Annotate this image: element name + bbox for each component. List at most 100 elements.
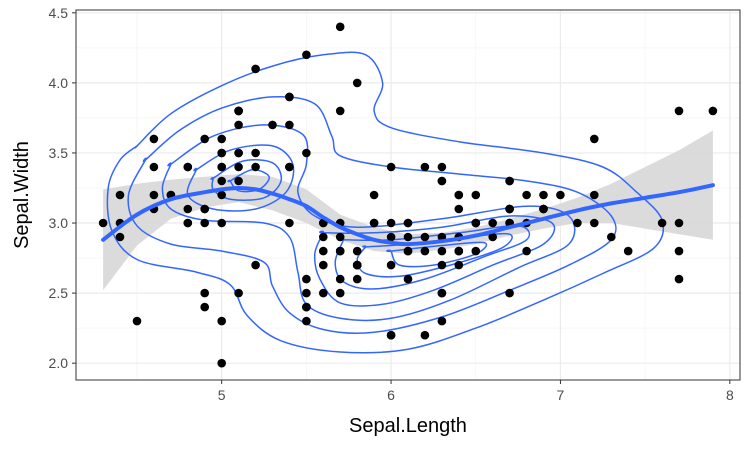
data-point <box>183 204 193 214</box>
x-tick-label: 7 <box>557 387 565 403</box>
data-point <box>403 274 413 284</box>
data-point <box>352 246 362 256</box>
data-points <box>98 22 718 368</box>
data-point <box>115 190 125 200</box>
density-contour <box>186 144 295 212</box>
data-point <box>217 162 226 172</box>
data-point <box>607 232 616 242</box>
data-point <box>319 246 328 256</box>
data-point <box>234 106 243 116</box>
data-point <box>471 246 481 256</box>
data-point <box>420 162 430 172</box>
data-point <box>335 246 345 256</box>
data-point <box>539 204 548 214</box>
smooth-line <box>101 183 715 247</box>
data-point <box>471 190 481 200</box>
x-tick-label: 8 <box>726 387 734 403</box>
data-point <box>234 288 243 298</box>
data-point <box>285 218 294 228</box>
y-axis-ticks: 2.0 2.5 3.0 3.5 4.0 4.5 <box>49 5 76 371</box>
data-point <box>522 190 531 200</box>
data-point <box>217 190 226 200</box>
data-point <box>386 162 396 172</box>
data-point <box>420 330 430 340</box>
data-point <box>505 204 514 214</box>
data-point <box>437 288 447 298</box>
data-point <box>234 120 243 130</box>
x-tick-label: 5 <box>218 387 226 403</box>
data-point <box>369 218 379 228</box>
data-point <box>335 106 345 116</box>
data-point <box>369 190 379 200</box>
data-point <box>420 246 430 256</box>
data-point <box>420 232 430 242</box>
density-contour <box>106 51 665 354</box>
y-tick-label: 4.0 <box>49 75 69 91</box>
data-point <box>403 246 413 256</box>
data-point <box>285 162 294 172</box>
data-point <box>183 162 193 172</box>
data-point <box>674 106 684 116</box>
data-point <box>115 232 125 242</box>
data-point <box>200 218 209 228</box>
data-point <box>217 358 226 368</box>
data-point <box>437 162 447 172</box>
data-point <box>590 190 599 200</box>
data-point <box>319 232 328 242</box>
data-point <box>674 218 684 228</box>
data-point <box>352 274 362 284</box>
data-point <box>302 288 311 298</box>
density-contour <box>313 215 556 307</box>
data-point <box>319 288 328 298</box>
data-point <box>98 218 108 228</box>
data-point <box>149 162 159 172</box>
data-point <box>454 260 464 270</box>
data-point <box>335 274 345 284</box>
data-point <box>522 246 531 256</box>
data-point <box>590 134 599 144</box>
data-point <box>708 106 718 116</box>
data-point <box>674 274 684 284</box>
density-contour <box>386 241 488 268</box>
data-point <box>386 232 396 242</box>
data-point <box>505 288 514 298</box>
data-point <box>623 246 633 256</box>
data-point <box>217 218 226 228</box>
data-point <box>149 190 159 200</box>
data-point <box>285 120 294 130</box>
data-point <box>251 64 260 74</box>
smooth-confidence-ribbon <box>103 130 713 291</box>
data-point <box>573 218 582 228</box>
data-point <box>302 148 311 158</box>
data-point <box>234 176 243 186</box>
data-point <box>268 120 277 130</box>
data-point <box>302 316 311 326</box>
data-point <box>200 204 209 214</box>
data-point <box>132 316 142 326</box>
y-axis-title: Sepal.Width <box>11 141 33 249</box>
data-point <box>454 246 464 256</box>
data-point <box>200 302 209 312</box>
data-point <box>386 218 396 228</box>
data-point <box>335 22 345 32</box>
data-point <box>556 190 565 200</box>
data-point <box>471 218 481 228</box>
data-point <box>454 190 464 200</box>
data-point <box>454 204 464 214</box>
data-point <box>200 134 209 144</box>
x-axis-ticks: 5 6 7 8 <box>218 380 734 403</box>
data-point <box>505 176 514 186</box>
data-point <box>403 218 413 228</box>
data-point <box>251 162 260 172</box>
data-point <box>302 50 311 60</box>
data-point <box>437 246 447 256</box>
data-point <box>437 260 447 270</box>
y-tick-label: 2.0 <box>49 355 69 371</box>
data-point <box>302 302 311 312</box>
data-point <box>319 260 328 270</box>
density-contour <box>127 95 617 335</box>
data-point <box>674 246 684 256</box>
y-tick-label: 3.0 <box>49 215 69 231</box>
density-contour <box>210 159 283 201</box>
data-point <box>200 288 209 298</box>
